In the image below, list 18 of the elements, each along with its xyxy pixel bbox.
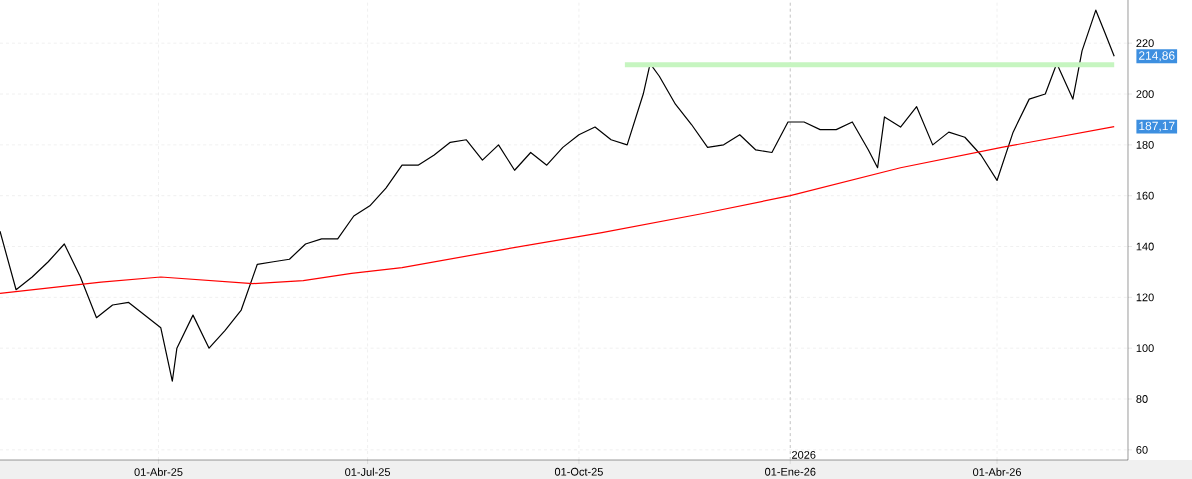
- annotation: 214,86: [1139, 51, 1175, 62]
- x-tick-label: 01-Oct-25: [554, 467, 603, 476]
- y-tick-label: 120: [1136, 293, 1154, 302]
- x-tick-label: 01-Abr-26: [973, 467, 1022, 476]
- ref-line-label: 2026: [792, 451, 816, 459]
- y-tick-label: 80: [1136, 395, 1148, 403]
- x-tick-label: 01-Ene-26: [765, 467, 816, 476]
- annotation: 187,17: [1139, 121, 1175, 132]
- y-tick-label: 160: [1136, 191, 1154, 200]
- y-tick-label: 200: [1136, 90, 1154, 98]
- y-tick-label: 60: [1136, 445, 1148, 454]
- y-tick-label: 140: [1136, 242, 1154, 251]
- line-series: [0, 126, 1115, 294]
- y-tick-label: 220: [1136, 39, 1154, 48]
- x-tick-label: 01-Abr-25: [134, 467, 183, 476]
- y-tick-label: 180: [1136, 140, 1154, 149]
- y-tick-label: 100: [1136, 344, 1154, 353]
- x-tick-label: 01-Jul-25: [345, 467, 391, 476]
